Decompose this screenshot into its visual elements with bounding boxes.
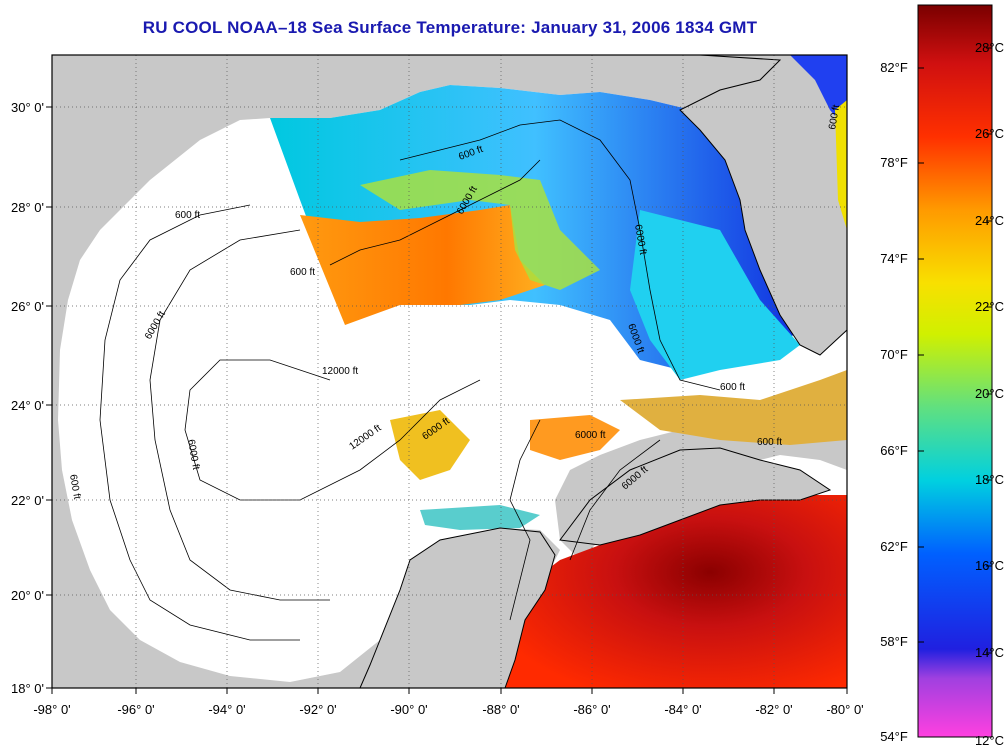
fahrenheit-label: 54°F <box>880 729 908 744</box>
map-frame <box>51 54 848 689</box>
sst-central-orange <box>530 415 620 460</box>
contour-label: 600 ft <box>720 382 745 393</box>
lon-label: -80° 0' <box>826 702 863 717</box>
colorbar-celsius-labels: 28°C 26°C 24°C 22°C 20°C 18°C 16°C 14°C … <box>975 40 1004 748</box>
sst-caribbean-warm <box>505 495 847 688</box>
celsius-label: 26°C <box>975 126 1004 141</box>
atlantic-blue <box>790 55 847 130</box>
lat-label: 22° 0' <box>11 493 44 508</box>
sst-green-yellow <box>360 170 600 290</box>
contour-label: 600 ft <box>827 104 842 131</box>
colorbar <box>917 4 993 738</box>
lat-label: 30° 0' <box>11 100 44 115</box>
lon-label: -86° 0' <box>573 702 610 717</box>
graticule <box>52 55 847 688</box>
colorbar-ramp <box>917 4 993 738</box>
celsius-label: 12°C <box>975 733 1004 748</box>
celsius-label: 18°C <box>975 472 1004 487</box>
contour-label: 600 ft <box>757 437 782 448</box>
lon-label: -90° 0' <box>390 702 427 717</box>
fahrenheit-label: 62°F <box>880 539 908 554</box>
lon-label: -98° 0' <box>33 702 70 717</box>
sst-cuba-coast <box>420 505 540 530</box>
lat-label: 26° 0' <box>11 299 44 314</box>
fahrenheit-label: 70°F <box>880 347 908 362</box>
fahrenheit-label: 66°F <box>880 443 908 458</box>
celsius-label: 24°C <box>975 213 1004 228</box>
lat-labels: 30° 0' 28° 0' 26° 0' 24° 0' 22° 0' 20° 0… <box>11 100 44 696</box>
lon-labels: -98° 0' -96° 0' -94° 0' -92° 0' -90° 0' … <box>33 702 863 717</box>
tick-marks <box>46 106 848 694</box>
contour-label: 12000 ft <box>322 366 358 377</box>
lat-label: 20° 0' <box>11 588 44 603</box>
lon-label: -96° 0' <box>117 702 154 717</box>
celsius-label: 14°C <box>975 645 1004 660</box>
fahrenheit-label: 78°F <box>880 155 908 170</box>
contour-label: 600 ft <box>67 474 82 501</box>
lon-label: -82° 0' <box>755 702 792 717</box>
colorbar-fahrenheit-labels: 82°F 78°F 74°F 70°F 66°F 62°F 58°F 54°F <box>880 60 908 744</box>
lat-label: 28° 0' <box>11 200 44 215</box>
cuba-land <box>559 447 832 546</box>
sst-florida-shelf <box>630 210 800 380</box>
contour-label: 6000 ft <box>575 430 606 441</box>
lon-label: -84° 0' <box>664 702 701 717</box>
fahrenheit-label: 58°F <box>880 634 908 649</box>
atlantic-yellow <box>835 100 847 230</box>
sst-yucatan-patches <box>390 410 470 480</box>
lon-label: -92° 0' <box>299 702 336 717</box>
contour-label: 600 ft <box>175 210 200 221</box>
fahrenheit-label: 74°F <box>880 251 908 266</box>
depth-contours <box>99 119 721 641</box>
florida-land <box>679 54 848 356</box>
sst-orange-tongue <box>300 205 545 325</box>
lon-label: -94° 0' <box>208 702 245 717</box>
contour-label: 600 ft <box>290 267 315 278</box>
celsius-label: 20°C <box>975 386 1004 401</box>
fahrenheit-label: 82°F <box>880 60 908 75</box>
map-title: RU COOL NOAA–18 Sea Surface Temperature:… <box>142 18 758 37</box>
contour-label: 6000 ft <box>632 224 648 256</box>
sst-keys-strip <box>620 370 847 445</box>
contour-label: 6000 ft <box>185 439 201 471</box>
celsius-label: 22°C <box>975 299 1004 314</box>
lat-label: 24° 0' <box>11 398 44 413</box>
celsius-label: 28°C <box>975 40 1004 55</box>
lat-label: 18° 0' <box>11 681 44 696</box>
celsius-label: 16°C <box>975 558 1004 573</box>
lon-label: -88° 0' <box>482 702 519 717</box>
